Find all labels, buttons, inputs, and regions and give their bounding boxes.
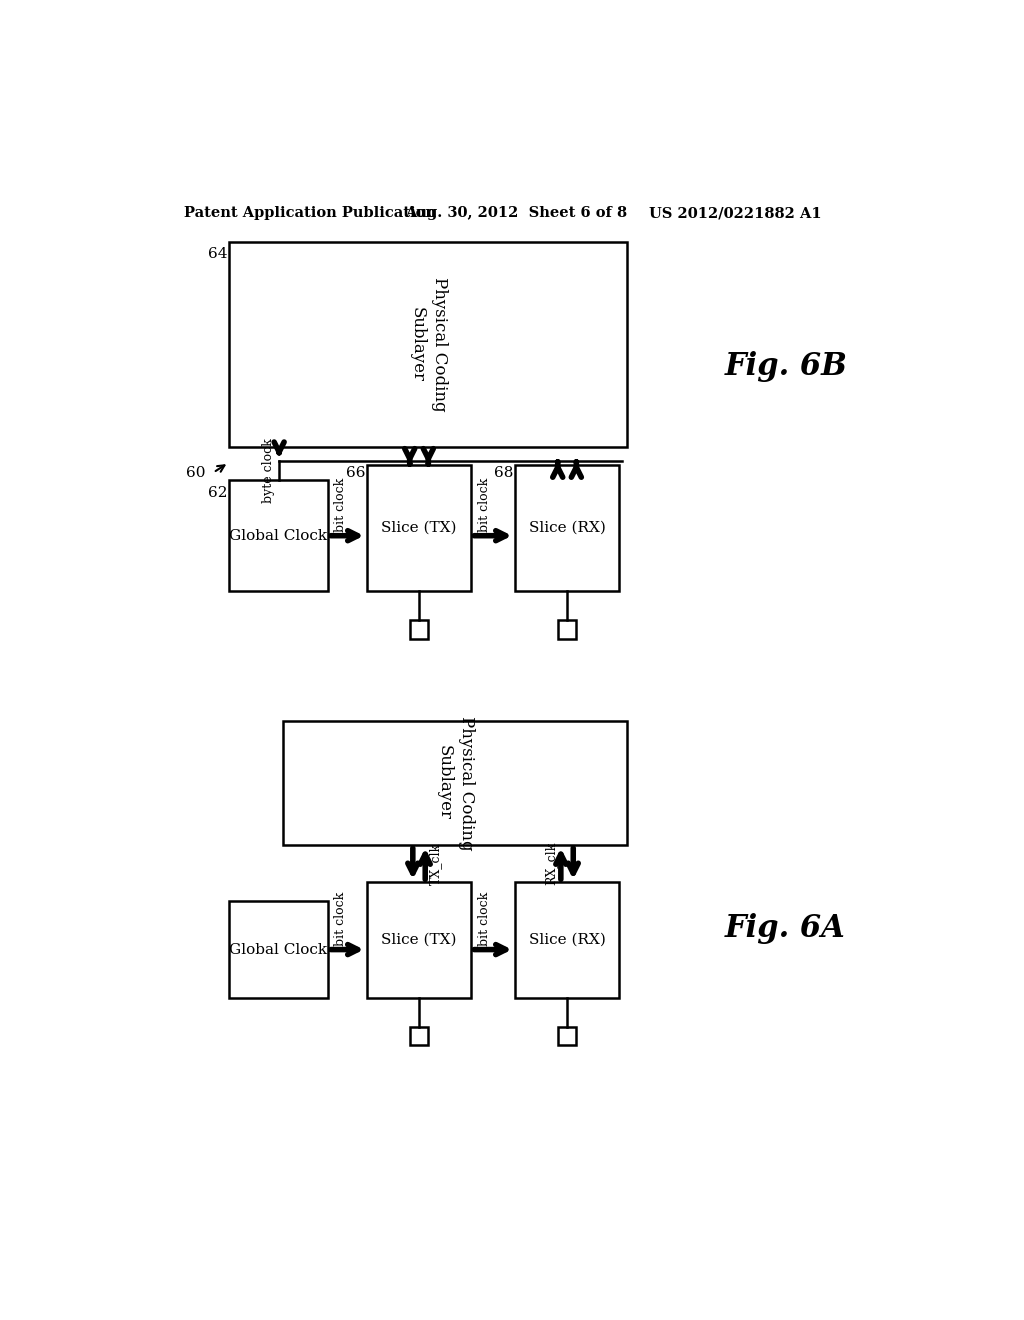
Bar <box>558 620 577 639</box>
Text: RX_clk: RX_clk <box>544 842 557 886</box>
Text: bit clock: bit clock <box>334 478 347 532</box>
Text: Physical Coding
Sublayer: Physical Coding Sublayer <box>409 277 447 412</box>
Text: Global Clock: Global Clock <box>229 529 328 543</box>
Bar <box>283 721 627 845</box>
Text: 62: 62 <box>208 486 227 500</box>
Text: Patent Application Publication: Patent Application Publication <box>183 206 436 220</box>
Bar <box>228 242 627 447</box>
Text: Slice (RX): Slice (RX) <box>528 521 605 535</box>
Bar <box>515 882 620 998</box>
Text: 66: 66 <box>346 466 366 480</box>
Text: Slice (TX): Slice (TX) <box>381 521 457 535</box>
Bar <box>515 465 620 591</box>
Text: 64: 64 <box>208 247 227 261</box>
Bar <box>410 1027 428 1045</box>
Text: Slice (RX): Slice (RX) <box>528 933 605 946</box>
Bar <box>367 465 471 591</box>
Text: TX_clk: TX_clk <box>429 842 442 884</box>
Text: Fig. 6A: Fig. 6A <box>725 913 846 944</box>
Text: bit clock: bit clock <box>334 891 347 945</box>
Bar <box>367 882 471 998</box>
Text: Fig. 6B: Fig. 6B <box>725 351 848 381</box>
Text: 68: 68 <box>494 466 513 480</box>
Text: bit clock: bit clock <box>477 891 490 945</box>
Bar <box>558 1027 577 1045</box>
Text: Global Clock: Global Clock <box>229 942 328 957</box>
Text: 60: 60 <box>186 466 206 480</box>
Text: bit clock: bit clock <box>477 478 490 532</box>
Text: byte clock: byte clock <box>262 438 275 503</box>
Bar <box>228 480 328 591</box>
Bar <box>410 620 428 639</box>
Text: Physical Coding
Sublayer: Physical Coding Sublayer <box>435 715 475 850</box>
Text: Slice (TX): Slice (TX) <box>381 933 457 946</box>
Bar <box>228 902 328 998</box>
Text: Aug. 30, 2012  Sheet 6 of 8: Aug. 30, 2012 Sheet 6 of 8 <box>406 206 628 220</box>
Text: US 2012/0221882 A1: US 2012/0221882 A1 <box>649 206 821 220</box>
